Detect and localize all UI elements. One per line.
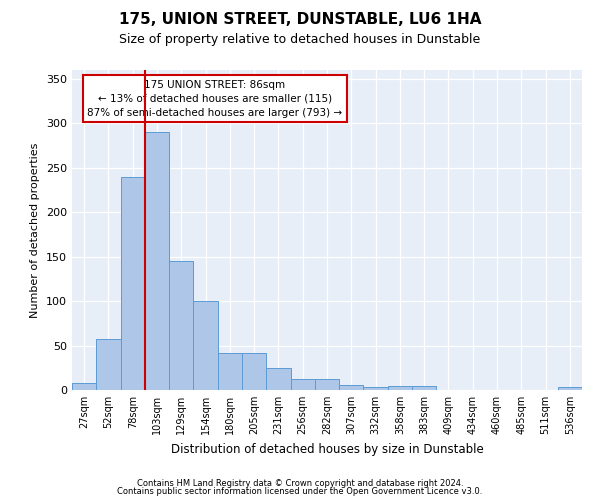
Text: Size of property relative to detached houses in Dunstable: Size of property relative to detached ho… <box>119 32 481 46</box>
Bar <box>339 384 364 390</box>
Bar <box>145 132 169 390</box>
Text: Contains public sector information licensed under the Open Government Licence v3: Contains public sector information licen… <box>118 487 482 496</box>
Text: 175, UNION STREET, DUNSTABLE, LU6 1HA: 175, UNION STREET, DUNSTABLE, LU6 1HA <box>119 12 481 28</box>
X-axis label: Distribution of detached houses by size in Dunstable: Distribution of detached houses by size … <box>170 442 484 456</box>
Bar <box>412 386 436 390</box>
Text: Contains HM Land Registry data © Crown copyright and database right 2024.: Contains HM Land Registry data © Crown c… <box>137 478 463 488</box>
Bar <box>558 388 582 390</box>
Bar <box>193 301 218 390</box>
Bar <box>388 386 412 390</box>
Bar <box>290 380 315 390</box>
Bar <box>169 261 193 390</box>
Bar <box>72 383 96 390</box>
Bar <box>218 352 242 390</box>
Bar <box>121 176 145 390</box>
Bar <box>242 352 266 390</box>
Bar <box>364 388 388 390</box>
Bar <box>266 368 290 390</box>
Y-axis label: Number of detached properties: Number of detached properties <box>31 142 40 318</box>
Bar <box>96 340 121 390</box>
Text: 175 UNION STREET: 86sqm
← 13% of detached houses are smaller (115)
87% of semi-d: 175 UNION STREET: 86sqm ← 13% of detache… <box>87 80 343 118</box>
Bar <box>315 380 339 390</box>
